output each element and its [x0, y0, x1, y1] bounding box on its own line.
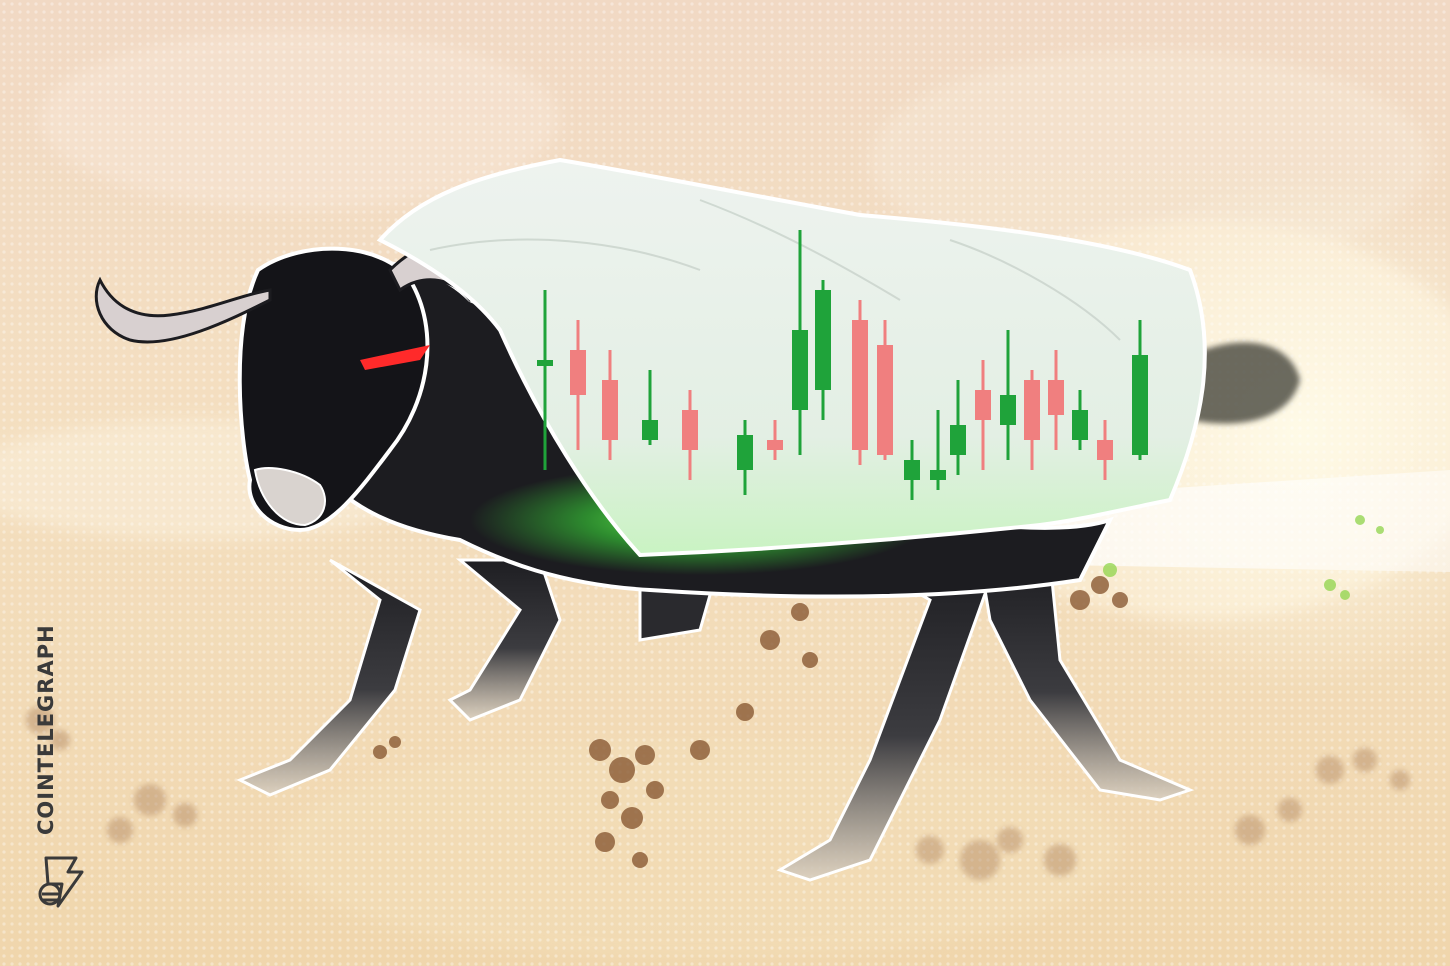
candle-body [570, 350, 586, 395]
candlestick-down [852, 300, 868, 465]
candle-body [1048, 380, 1064, 415]
candlestick-down [1097, 420, 1113, 480]
candle-body [1072, 410, 1088, 440]
candle-body [1097, 440, 1113, 460]
tail-smoke [1180, 342, 1300, 424]
cointelegraph-logo-icon [38, 856, 84, 908]
candle-body [737, 435, 753, 470]
candle-body [1132, 355, 1148, 455]
candlestick-up [1132, 320, 1148, 460]
candle-body [1024, 380, 1040, 440]
candlestick-up [1072, 390, 1088, 450]
candle-body [767, 440, 783, 450]
candlestick-up [792, 360, 808, 455]
candlestick-up [904, 440, 920, 500]
candle-body [537, 360, 553, 366]
candle-body [602, 380, 618, 440]
candlestick-up [1000, 330, 1016, 460]
candle-body [682, 410, 698, 450]
bull-muzzle [253, 467, 326, 527]
candlestick-up [537, 290, 553, 470]
brand-text: COINTELEGRAPH [34, 624, 58, 835]
candlestick-down [1048, 350, 1064, 450]
cape-folds [429, 199, 1121, 341]
candle-body [904, 460, 920, 480]
candle-body [1000, 395, 1016, 425]
candlestick-down [682, 390, 698, 480]
candlestick-down [602, 350, 618, 460]
candlestick-up [930, 410, 946, 490]
candlestick-up [737, 420, 753, 495]
candle-body [950, 425, 966, 455]
candle-body [877, 345, 893, 455]
bull-head [237, 246, 430, 533]
candle-body [642, 420, 658, 440]
candlestick-down [1024, 370, 1040, 470]
candlestick-down [570, 320, 586, 450]
candle-body [792, 380, 808, 410]
bull-eye [360, 345, 430, 370]
dust-clods [373, 576, 1128, 868]
green-particles [1103, 515, 1384, 600]
cointelegraph-watermark: COINTELEGRAPH [22, 610, 84, 940]
candle-body [975, 390, 991, 420]
candlestick-down [877, 320, 893, 460]
candlestick-up [815, 280, 831, 420]
candlestick-up [642, 370, 658, 445]
candle-body [852, 320, 868, 450]
candlestick-chart [537, 230, 1148, 500]
dust-clods-blurred [26, 706, 1410, 880]
candlestick-down [767, 420, 783, 460]
candlestick-up [950, 380, 966, 475]
candle-body [815, 290, 831, 390]
candlestick-down [975, 360, 991, 470]
candle-body [930, 470, 946, 480]
bull-horn-left [94, 276, 272, 344]
